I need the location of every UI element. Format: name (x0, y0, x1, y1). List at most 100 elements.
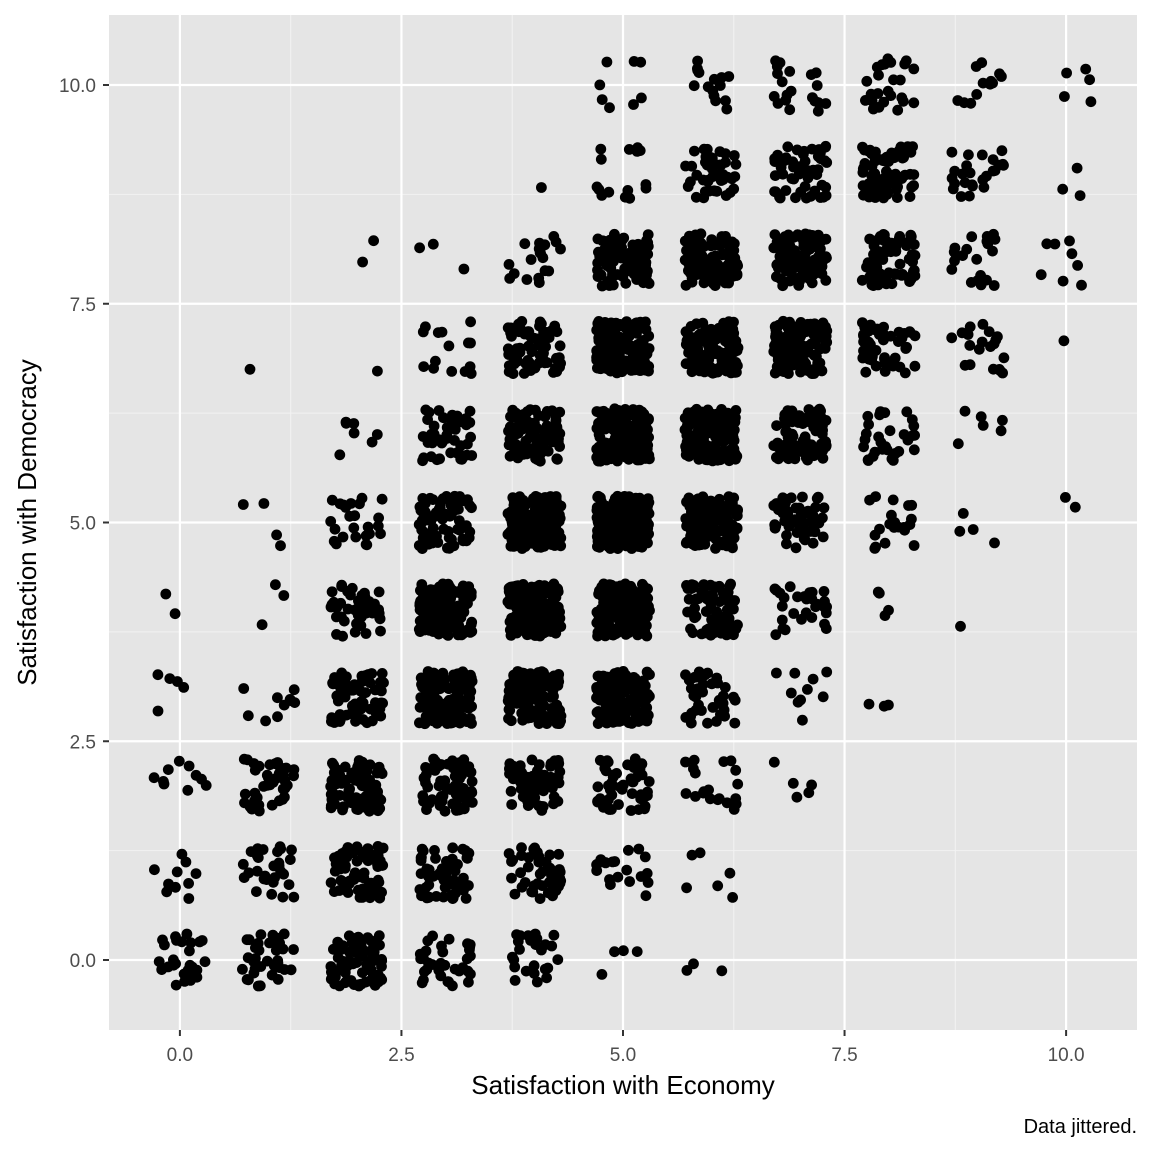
data-point (458, 872, 469, 884)
data-point (357, 714, 369, 725)
data-point (340, 417, 352, 429)
data-point (632, 629, 643, 641)
data-point (798, 145, 810, 157)
data-point (181, 928, 193, 940)
data-point (288, 684, 300, 696)
data-point (715, 709, 726, 720)
data-point (703, 784, 714, 796)
data-point (524, 778, 536, 790)
data-point (244, 363, 256, 375)
data-point (337, 630, 348, 642)
data-point (239, 797, 250, 809)
data-point (630, 682, 642, 694)
data-point (370, 779, 382, 791)
data-point (196, 935, 208, 946)
data-point (627, 776, 639, 788)
data-point (866, 160, 878, 172)
data-point (179, 976, 191, 987)
data-point (908, 540, 920, 551)
data-point (784, 66, 796, 77)
data-point (1074, 190, 1086, 202)
data-point (433, 405, 445, 416)
data-point (890, 447, 902, 459)
data-point (515, 515, 527, 526)
data-point (709, 367, 721, 378)
data-point (772, 98, 784, 109)
data-point (258, 498, 270, 509)
data-point (552, 680, 564, 691)
data-point (870, 541, 881, 553)
data-point (548, 670, 560, 682)
data-point (818, 586, 830, 597)
data-point (526, 886, 538, 898)
data-point (998, 352, 1010, 364)
data-point (414, 501, 426, 513)
data-point (504, 758, 516, 769)
data-point (605, 257, 617, 268)
data-point (869, 446, 881, 458)
data-point (518, 583, 530, 595)
data-point (892, 104, 904, 116)
data-point (784, 581, 796, 593)
data-point (274, 762, 286, 773)
data-point (594, 79, 606, 91)
data-point (345, 975, 357, 986)
data-point (506, 527, 517, 538)
data-point (694, 847, 706, 859)
data-point (156, 964, 168, 975)
data-point (278, 868, 289, 880)
data-point (266, 969, 278, 981)
y-tick-label: 5.0 (70, 514, 96, 535)
data-point (878, 334, 889, 346)
data-point (604, 102, 615, 114)
data-point (530, 493, 541, 504)
data-point (502, 343, 514, 355)
data-point (706, 614, 717, 625)
data-point (446, 366, 458, 377)
data-point (271, 529, 282, 541)
data-point (340, 502, 352, 513)
data-point (362, 669, 374, 680)
data-point (447, 892, 459, 904)
data-point (887, 494, 899, 506)
data-point (162, 764, 174, 775)
data-point (705, 421, 717, 432)
y-axis-title: Satisfaction with Democracy (12, 359, 42, 686)
data-point (821, 157, 833, 168)
data-point (184, 945, 195, 957)
data-point (350, 794, 362, 806)
data-point (277, 943, 289, 955)
data-point (971, 89, 983, 100)
data-point (789, 245, 800, 256)
data-point (893, 326, 905, 338)
data-point (609, 696, 621, 708)
data-point (680, 160, 691, 172)
data-point (152, 669, 164, 681)
data-point (348, 874, 360, 885)
data-point (540, 626, 552, 638)
data-point (908, 63, 920, 75)
data-point (729, 717, 741, 729)
data-point (728, 603, 739, 615)
data-point (445, 447, 457, 459)
data-point (607, 233, 619, 245)
data-point (268, 860, 280, 872)
data-point (170, 979, 182, 991)
data-point (964, 340, 976, 351)
data-point (722, 259, 734, 271)
data-point (886, 237, 897, 249)
data-point (637, 581, 649, 593)
data-point (868, 280, 879, 291)
data-point (445, 499, 457, 511)
data-point (344, 956, 356, 967)
data-point (857, 180, 869, 192)
data-point (632, 541, 644, 552)
data-point (449, 865, 461, 877)
data-point (534, 607, 546, 619)
data-point (534, 350, 546, 361)
data-point (534, 893, 546, 904)
data-point (536, 805, 548, 816)
data-point (805, 69, 817, 80)
data-point (795, 509, 807, 521)
data-point (552, 436, 564, 448)
